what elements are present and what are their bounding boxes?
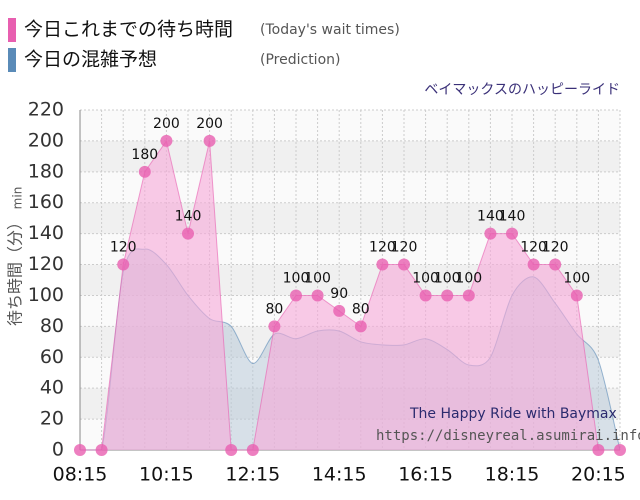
data-label: 100 <box>283 270 310 286</box>
data-label: 120 <box>391 240 418 256</box>
data-label: 120 <box>110 240 137 256</box>
point <box>592 444 605 456</box>
point <box>398 258 410 271</box>
point <box>138 165 151 178</box>
data-label: 200 <box>196 116 223 132</box>
legend-note: (Today's wait times) <box>260 22 400 38</box>
data-label: 120 <box>542 240 569 256</box>
data-label: 80 <box>265 301 283 317</box>
point <box>268 320 281 333</box>
legend-swatch <box>8 18 16 42</box>
data-label: 80 <box>352 301 370 317</box>
y-tick-label: 0 <box>52 439 64 461</box>
data-label: 120 <box>520 240 547 256</box>
subtitle: ベイマックスのハッピーライド <box>424 82 620 98</box>
x-tick-label: 20:15 <box>571 464 626 486</box>
y-tick-label: 40 <box>40 377 64 399</box>
y-tick-label: 200 <box>28 129 64 151</box>
data-label: 140 <box>175 209 202 225</box>
point <box>74 444 86 456</box>
point <box>570 289 583 302</box>
x-tick-label: 12:15 <box>225 464 280 486</box>
data-label: 100 <box>434 270 461 286</box>
y-tick-label: 80 <box>40 315 64 337</box>
data-label: 140 <box>499 209 526 225</box>
point <box>462 289 475 302</box>
y-tick-label: 20 <box>40 408 64 430</box>
point <box>506 227 518 240</box>
point <box>311 289 324 302</box>
data-label: 90 <box>330 286 348 302</box>
legend-label: 今日これまでの待ち時間 <box>24 19 233 41</box>
point <box>354 320 367 333</box>
y-tick-label: 140 <box>28 222 64 244</box>
legend-label: 今日の混雑予想 <box>24 49 157 71</box>
point <box>527 258 540 271</box>
y-tick-label: 160 <box>28 191 64 213</box>
watermark: https://disneyreal.asumirai.info <box>376 428 640 444</box>
data-label: 140 <box>477 209 504 225</box>
watermark: The Happy Ride with Baymax <box>409 406 617 422</box>
band <box>80 110 620 141</box>
data-label: 100 <box>455 270 482 286</box>
y-tick-label: 60 <box>40 346 64 368</box>
point <box>225 444 238 456</box>
point <box>160 134 173 147</box>
point <box>290 289 302 302</box>
point <box>95 444 108 456</box>
point <box>419 289 432 302</box>
point <box>182 227 194 240</box>
y-tick-label: 180 <box>28 160 64 182</box>
x-tick-label: 08:15 <box>53 464 108 486</box>
point <box>246 444 259 456</box>
point <box>484 227 497 240</box>
legend-swatch <box>8 48 16 72</box>
point <box>614 444 626 456</box>
data-label: 180 <box>131 147 158 163</box>
x-tick-label: 16:15 <box>398 464 453 486</box>
data-label: 100 <box>412 270 439 286</box>
point <box>376 258 389 271</box>
line <box>80 139 620 451</box>
point <box>203 134 216 147</box>
point <box>333 304 346 317</box>
point <box>549 258 562 271</box>
data-label: 100 <box>563 270 590 286</box>
data-label: 100 <box>304 270 331 286</box>
point <box>117 258 130 271</box>
x-tick-label: 10:15 <box>139 464 194 486</box>
y-tick-label: 100 <box>28 284 64 306</box>
x-tick-label: 18:15 <box>485 464 540 486</box>
y-axis-unit: min <box>11 187 25 210</box>
data-label: 120 <box>369 240 396 256</box>
y-tick-label: 120 <box>28 253 64 275</box>
x-tick-label: 14:15 <box>312 464 367 486</box>
y-axis-label: 待ち時間（分） <box>6 214 25 326</box>
y-tick-label: 220 <box>28 99 64 121</box>
point <box>441 289 454 302</box>
legend-note: (Prediction) <box>260 52 340 68</box>
data-label: 200 <box>153 116 180 132</box>
